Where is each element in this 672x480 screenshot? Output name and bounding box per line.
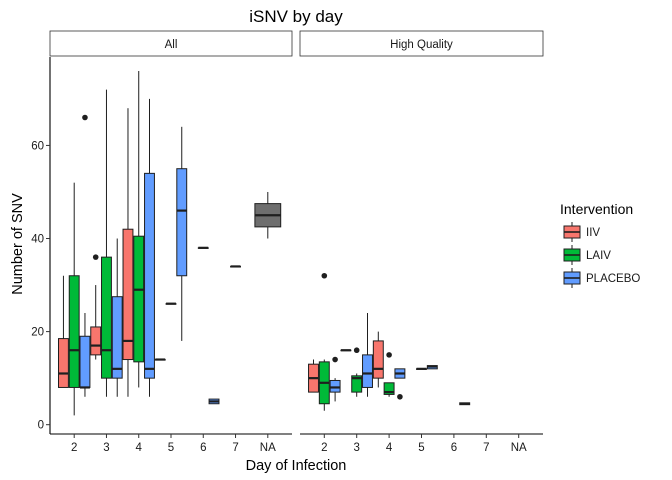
facet-strip (299, 30, 544, 57)
box-body (90, 326, 102, 356)
facet-panels: All 0 20 40 60 2 3 4 5 6 7 NA High Quality 2 3 4 5 6 7 NA (31, 30, 544, 454)
x-axis-title: Day of Infection (246, 458, 347, 474)
x-tick-label: 5 (418, 442, 424, 454)
y-tick-label: 60 (31, 140, 44, 152)
facet-strip-label: High Quality (390, 39, 453, 51)
box-body (351, 375, 363, 393)
box-body (79, 335, 91, 388)
outlier-point (321, 272, 328, 279)
facet-panel: High Quality 2 3 4 5 6 7 NA (299, 30, 544, 454)
box-placebo (459, 402, 471, 406)
outlier-point (353, 347, 360, 354)
box-body (176, 168, 188, 277)
x-tick-label: 2 (321, 442, 327, 454)
x-tick-label: 3 (103, 442, 109, 454)
box-iiv (372, 331, 384, 388)
facet-panel: All 0 20 40 60 2 3 4 5 6 7 NA (31, 30, 293, 454)
facet-strip (49, 30, 293, 57)
y-axis-title: Number of SNV (10, 193, 26, 295)
box-laiv (197, 246, 209, 249)
box-laiv (230, 265, 241, 268)
box-laiv (165, 302, 177, 305)
box-body (362, 354, 373, 388)
box-laiv (68, 182, 80, 416)
box-placebo (329, 356, 341, 402)
x-tick-label: 7 (483, 442, 489, 454)
chart-title: iSNV by day (249, 7, 343, 26)
box-body (372, 340, 384, 379)
box-body (329, 379, 341, 393)
box-body (111, 296, 123, 379)
y-tick-label: 40 (31, 234, 44, 246)
box-body (133, 235, 145, 363)
box-placebo (208, 398, 220, 405)
box-placebo (176, 126, 188, 341)
x-tick-label: 5 (168, 442, 174, 454)
box-na (254, 191, 282, 239)
box-placebo (394, 368, 406, 400)
x-tick-label: 4 (136, 442, 143, 454)
x-tick-label: 6 (451, 442, 457, 454)
y-tick-label: 20 (31, 327, 44, 339)
box-laiv (133, 70, 145, 388)
box-body (68, 275, 80, 388)
box-placebo (426, 365, 438, 370)
box-body (383, 382, 395, 395)
box-iiv (90, 254, 102, 360)
box-iiv (122, 108, 134, 397)
box-body (101, 256, 112, 379)
box-laiv (318, 272, 330, 411)
y-tick-label: 0 (38, 420, 44, 432)
box-body (122, 228, 134, 361)
box-iiv (308, 359, 319, 393)
outlier-point (397, 393, 403, 400)
box-iiv (57, 275, 69, 388)
box-laiv (101, 89, 112, 397)
x-tick-label: 3 (353, 442, 359, 454)
legend-title: Intervention (560, 201, 633, 217)
box-laiv (383, 352, 395, 397)
box-placebo (111, 238, 123, 397)
box-iiv (340, 349, 352, 352)
box-placebo (144, 98, 155, 397)
box-placebo (362, 312, 373, 397)
box-placebo (79, 114, 91, 397)
x-tick-label: NA (260, 442, 276, 454)
x-tick-label: 7 (232, 442, 238, 454)
legend-label: IIV (586, 227, 600, 239)
outlier-point (92, 254, 99, 260)
outlier-point (332, 356, 338, 363)
outlier-point (82, 114, 88, 121)
box-body (144, 172, 155, 379)
box-iiv (154, 358, 166, 361)
x-tick-label: NA (511, 442, 527, 454)
facet-strip-label: All (165, 39, 178, 51)
legend: Intervention IIV LAIV PLACEBO (560, 201, 640, 288)
outlier-point (386, 352, 392, 358)
legend-label: PLACEBO (586, 273, 640, 285)
box-laiv (351, 347, 363, 397)
legend-label: LAIV (586, 250, 611, 262)
box-body (57, 338, 69, 388)
box-laiv (416, 367, 427, 370)
x-tick-label: 2 (71, 442, 77, 454)
x-tick-label: 4 (386, 442, 393, 454)
x-tick-label: 6 (200, 442, 206, 454)
